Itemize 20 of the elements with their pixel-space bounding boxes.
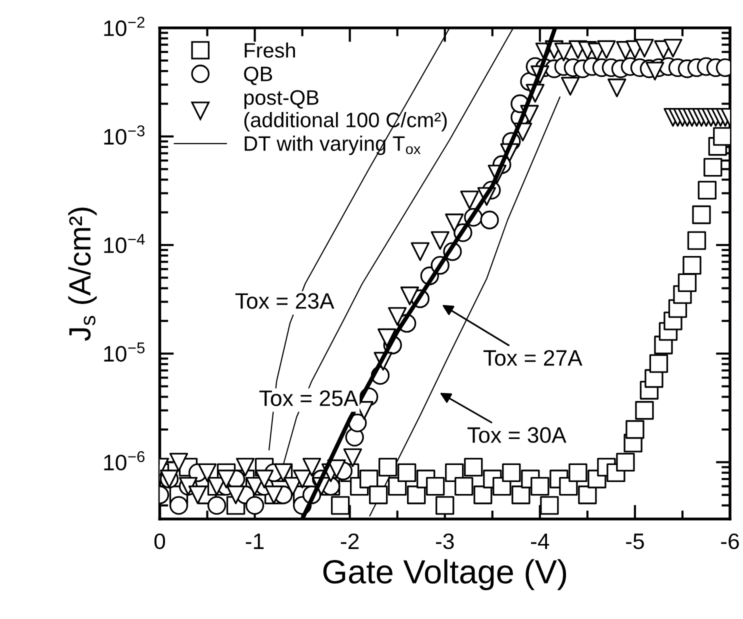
x-tick-label: -6 [721,533,739,550]
x-axis-title: Gate Voltage (V) [323,559,566,590]
y-tick-label: 10$^{−3}$ [104,125,144,145]
annotation: Tox = 30A [468,427,566,443]
annotation: Tox = 25A [259,390,358,406]
x-tick-label: -5 [626,534,644,550]
y-axis-title: J$_{s}$ (A/cm²) [68,208,97,341]
legend-label: Fresh [244,42,295,58]
x-tick-label: 0 [154,533,166,550]
annotation: Tox = 27A [483,350,582,366]
annotation: Tox = 23A [235,293,334,309]
y-tick-label: 10$^{−6}$ [104,451,144,470]
x-tick-label: -2 [340,533,359,549]
y-tick-label: 10$^{−4}$ [104,234,145,254]
x-tick-label: -4 [531,534,550,549]
y-tick-label: 10$^{−2}$ [104,16,144,36]
x-tick-label: -1 [246,534,264,549]
legend-label: QB [244,66,272,86]
x-tick-label: -3 [436,533,454,550]
y-tick-label: 10$^{−5}$ [104,342,145,362]
